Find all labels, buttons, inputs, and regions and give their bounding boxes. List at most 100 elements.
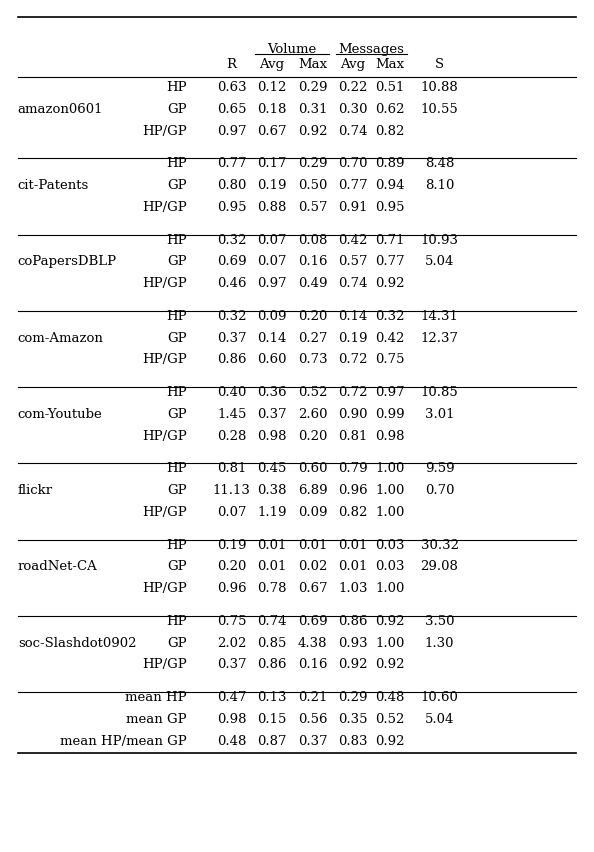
Text: 0.69: 0.69 <box>217 256 247 268</box>
Text: 0.35: 0.35 <box>338 713 368 726</box>
Text: GP: GP <box>168 179 187 192</box>
Text: 0.73: 0.73 <box>298 354 327 366</box>
Text: 0.48: 0.48 <box>375 691 405 704</box>
Text: 0.08: 0.08 <box>298 233 327 246</box>
Text: 0.31: 0.31 <box>298 103 327 116</box>
Text: 0.36: 0.36 <box>257 386 287 399</box>
Text: 0.87: 0.87 <box>257 734 287 747</box>
Text: 0.19: 0.19 <box>338 331 368 344</box>
Text: 0.57: 0.57 <box>298 201 327 214</box>
Text: 0.96: 0.96 <box>217 582 247 595</box>
Text: 0.47: 0.47 <box>217 691 247 704</box>
Text: 0.65: 0.65 <box>217 103 247 116</box>
Text: 1.03: 1.03 <box>338 582 368 595</box>
Text: 12.37: 12.37 <box>421 331 459 344</box>
Text: 0.40: 0.40 <box>217 386 247 399</box>
Text: flickr: flickr <box>18 484 53 497</box>
Text: 0.78: 0.78 <box>257 582 287 595</box>
Text: 0.02: 0.02 <box>298 561 327 573</box>
Text: 0.37: 0.37 <box>217 659 247 671</box>
Text: 0.12: 0.12 <box>257 81 287 94</box>
Text: 1.00: 1.00 <box>375 636 405 649</box>
Text: 0.92: 0.92 <box>375 615 405 628</box>
Text: 0.92: 0.92 <box>375 277 405 290</box>
Text: 6.89: 6.89 <box>298 484 327 497</box>
Text: 0.16: 0.16 <box>298 659 327 671</box>
Text: 0.01: 0.01 <box>257 538 287 551</box>
Text: 0.22: 0.22 <box>338 81 368 94</box>
Text: 5.04: 5.04 <box>425 256 454 268</box>
Text: 0.29: 0.29 <box>298 158 327 170</box>
Text: GP: GP <box>168 331 187 344</box>
Text: 10.55: 10.55 <box>421 103 459 116</box>
Text: 0.09: 0.09 <box>298 506 327 519</box>
Text: 0.85: 0.85 <box>257 636 287 649</box>
Text: R: R <box>227 58 236 72</box>
Text: 1.30: 1.30 <box>425 636 454 649</box>
Text: 0.88: 0.88 <box>257 201 287 214</box>
Text: 0.42: 0.42 <box>375 331 405 344</box>
Text: 0.75: 0.75 <box>217 615 247 628</box>
Text: 0.92: 0.92 <box>298 124 327 137</box>
Text: HP: HP <box>166 233 187 246</box>
Text: 0.03: 0.03 <box>375 561 405 573</box>
Text: 0.69: 0.69 <box>298 615 327 628</box>
Text: 0.75: 0.75 <box>375 354 405 366</box>
Text: 2.02: 2.02 <box>217 636 247 649</box>
Text: 0.60: 0.60 <box>298 463 327 475</box>
Text: GP: GP <box>168 256 187 268</box>
Text: 0.48: 0.48 <box>217 734 247 747</box>
Text: 0.37: 0.37 <box>298 734 327 747</box>
Text: Max: Max <box>298 58 327 72</box>
Text: 0.74: 0.74 <box>257 615 287 628</box>
Text: 0.29: 0.29 <box>298 81 327 94</box>
Text: 0.42: 0.42 <box>338 233 368 246</box>
Text: 0.29: 0.29 <box>338 691 368 704</box>
Text: HP: HP <box>166 81 187 94</box>
Text: 0.99: 0.99 <box>375 408 405 421</box>
Text: 0.37: 0.37 <box>257 408 287 421</box>
Text: 0.77: 0.77 <box>338 179 368 192</box>
Text: 0.82: 0.82 <box>338 506 368 519</box>
Text: 10.93: 10.93 <box>421 233 459 246</box>
Text: 0.92: 0.92 <box>375 659 405 671</box>
Text: com-Amazon: com-Amazon <box>18 331 104 344</box>
Text: 3.50: 3.50 <box>425 615 454 628</box>
Text: HP/GP: HP/GP <box>143 506 187 519</box>
Text: HP/GP: HP/GP <box>143 277 187 290</box>
Text: 0.63: 0.63 <box>217 81 247 94</box>
Text: 0.38: 0.38 <box>257 484 287 497</box>
Text: HP/GP: HP/GP <box>143 582 187 595</box>
Text: 1.00: 1.00 <box>375 484 405 497</box>
Text: 10.60: 10.60 <box>421 691 459 704</box>
Text: 0.13: 0.13 <box>257 691 287 704</box>
Text: roadNet-CA: roadNet-CA <box>18 561 97 573</box>
Text: 0.81: 0.81 <box>217 463 247 475</box>
Text: GP: GP <box>168 484 187 497</box>
Text: 0.19: 0.19 <box>257 179 287 192</box>
Text: 0.72: 0.72 <box>338 386 368 399</box>
Text: 0.27: 0.27 <box>298 331 327 344</box>
Text: HP/GP: HP/GP <box>143 659 187 671</box>
Text: 0.77: 0.77 <box>375 256 405 268</box>
Text: 0.86: 0.86 <box>217 354 247 366</box>
Text: mean HP: mean HP <box>125 691 187 704</box>
Text: 0.37: 0.37 <box>217 331 247 344</box>
Text: 4.38: 4.38 <box>298 636 327 649</box>
Text: 0.91: 0.91 <box>338 201 368 214</box>
Text: 0.16: 0.16 <box>298 256 327 268</box>
Text: mean GP: mean GP <box>127 713 187 726</box>
Text: 0.79: 0.79 <box>338 463 368 475</box>
Text: 0.89: 0.89 <box>375 158 405 170</box>
Text: 0.15: 0.15 <box>257 713 287 726</box>
Text: 1.00: 1.00 <box>375 463 405 475</box>
Text: 1.00: 1.00 <box>375 582 405 595</box>
Text: cit-Patents: cit-Patents <box>18 179 89 192</box>
Text: 1.45: 1.45 <box>217 408 247 421</box>
Text: coPapersDBLP: coPapersDBLP <box>18 256 117 268</box>
Text: S: S <box>435 58 444 72</box>
Text: HP/GP: HP/GP <box>143 354 187 366</box>
Text: 0.60: 0.60 <box>257 354 287 366</box>
Text: 0.57: 0.57 <box>338 256 368 268</box>
Text: 0.71: 0.71 <box>375 233 405 246</box>
